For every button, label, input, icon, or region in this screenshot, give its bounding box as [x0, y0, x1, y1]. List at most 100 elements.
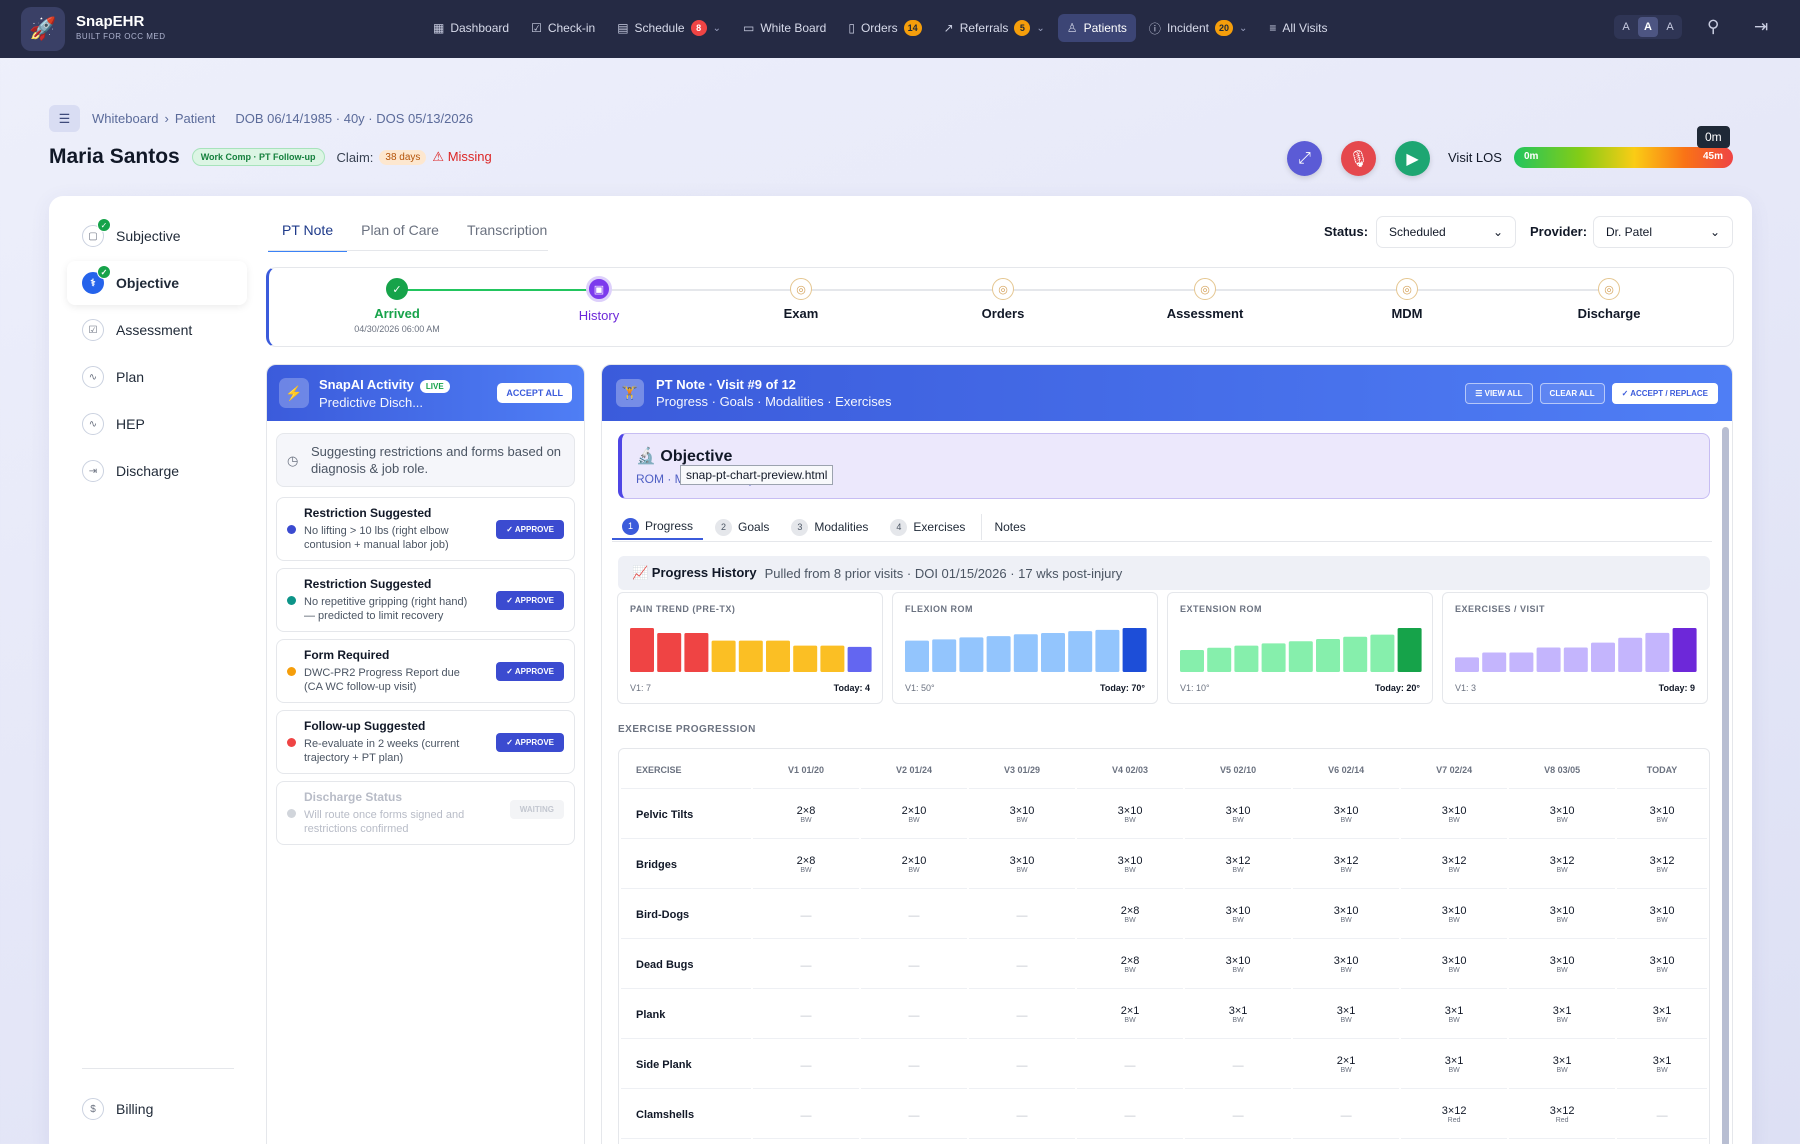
nav-dashboard[interactable]: ▦ Dashboard [424, 14, 518, 42]
sidebar-item-label: Assessment [116, 322, 193, 338]
video-call-button[interactable]: ▶ [1395, 141, 1430, 176]
status-label: Status: [1324, 224, 1369, 239]
document-icon: ▯ [848, 21, 855, 35]
table-cell: 3×12 Red [1401, 1091, 1508, 1139]
suggestion-card: Restriction Suggested No lifting > 10 lbs… [276, 497, 575, 561]
tab-transcription[interactable]: Transcription [466, 222, 548, 238]
step-mdm[interactable]: ◎ MDM [1327, 278, 1487, 321]
nav-white-board[interactable]: ▭ White Board [734, 14, 835, 42]
load: BW [1556, 817, 1568, 824]
exercise-name: Bridges [621, 841, 751, 889]
pt-note-panel: 🏋 PT Note · Visit #9 of 12 Progress · Go… [601, 364, 1733, 1144]
sidebar-item-discharge[interactable]: ⇥ Discharge [67, 449, 247, 493]
table-cell: — [1293, 1091, 1400, 1139]
sidebar-item-hep[interactable]: ∿ HEP [67, 402, 247, 446]
sidebar-toggle-icon[interactable]: ☰ [49, 105, 80, 132]
step-arrived[interactable]: ✓ Arrived 04/30/2026 06:00 AM [317, 278, 477, 334]
approve-button[interactable]: ✓ APPROVE [496, 662, 564, 681]
clock-icon: ◷ [287, 453, 299, 468]
nav-schedule[interactable]: ▤ Schedule 8 ⌄ [608, 14, 730, 42]
provider-select[interactable]: Dr. Patel ⌄ [1593, 216, 1733, 248]
subtab-exercises[interactable]: 4 Exercises [880, 514, 983, 540]
nav-all-visits[interactable]: ≡ All Visits [1260, 14, 1336, 42]
table-row: Bridges 2×8 BW 2×10 BW 3×10 BW 3×10 BW 3×12 BW 3×12… [621, 841, 1707, 889]
step-assessment[interactable]: ◎ Assessment [1125, 278, 1285, 321]
check-icon: ✓ [97, 218, 111, 232]
chevron-down-icon[interactable]: ⌄ [712, 22, 721, 34]
subtab-number: 4 [890, 518, 908, 536]
accept-all-button[interactable]: ACCEPT ALL [497, 383, 572, 403]
table-cell: 3×10 BW [1077, 841, 1184, 889]
subtab-label: Notes [994, 520, 1026, 534]
table-cell: 2×10 BW [861, 791, 968, 839]
logout-icon[interactable]: ⇥ [1754, 17, 1769, 36]
tab-pt-note[interactable]: PT Note [268, 214, 348, 252]
subtab-goals[interactable]: 2 Goals [705, 514, 779, 540]
approve-button[interactable]: ✓ APPROVE [496, 733, 564, 752]
scrollbar[interactable] [1722, 427, 1729, 1144]
nav-incident[interactable]: ⓘ Incident 20 ⌄ [1140, 14, 1256, 42]
claim-label: Claim: [336, 149, 374, 165]
font-size-large[interactable]: A [1666, 21, 1674, 33]
view-all-button[interactable]: ☰ VIEW ALL [1465, 382, 1533, 404]
nav-referrals[interactable]: ↗ Referrals 5 ⌄ [935, 14, 1054, 42]
expand-button[interactable]: ⤢ [1287, 141, 1322, 176]
table-cell: 3×10 BW [1293, 791, 1400, 839]
step-discharge[interactable]: ◎ Discharge [1529, 278, 1689, 321]
table-cell: 3×12 BW [1293, 841, 1400, 889]
nav-patients[interactable]: ♙ Patients [1057, 14, 1136, 42]
chart-title: FLEXION ROM [905, 604, 973, 614]
bar-2 [657, 633, 682, 672]
font-size-small[interactable]: A [1622, 21, 1630, 33]
chevron-down-icon[interactable]: ⌄ [1036, 22, 1045, 34]
sets-reps: 3×1 [1444, 1055, 1464, 1067]
sidebar-item-plan[interactable]: ∿ Plan [67, 355, 247, 399]
history-icon: ▣ [586, 276, 612, 302]
empty-dash: — [908, 1009, 920, 1022]
sidebar-item-objective[interactable]: ⚕ Objective ✓ [67, 261, 247, 305]
empty-dash: — [908, 959, 920, 972]
subtab-progress[interactable]: 1 Progress [612, 514, 704, 540]
table-cell: 3×1 BW [1293, 991, 1400, 1039]
claim-missing-warning[interactable]: ⚠ Missing [432, 149, 492, 164]
rocket-logo-icon[interactable]: 🚀 [21, 7, 65, 51]
suggestion-title: Restriction Suggested [304, 506, 432, 520]
table-row: Pelvic Tilts 2×8 BW 2×10 BW 3×10 BW 3×10 BW 3×10 B… [621, 791, 1707, 839]
approve-button[interactable]: ✓ APPROVE [496, 591, 564, 610]
network-icon[interactable]: ⚲ [1707, 17, 1720, 36]
approve-button[interactable]: ✓ APPROVE [496, 520, 564, 539]
clear-all-button[interactable]: CLEAR ALL [1539, 382, 1605, 404]
waiting-badge: WAITING [509, 800, 564, 819]
empty-dash: — [800, 1109, 812, 1122]
microphone-button[interactable]: 🎙 [1341, 141, 1376, 176]
tab-plan-of-care[interactable]: Plan of Care [361, 222, 439, 238]
empty-dash: — [908, 1109, 920, 1122]
step-orders[interactable]: ◎ Orders [923, 278, 1083, 321]
breadcrumb: ☰ Whiteboard › Patient DOB 06/14/1985 · … [49, 105, 473, 132]
nav-orders[interactable]: ▯ Orders 14 [839, 14, 930, 42]
load: BW [1448, 917, 1460, 924]
subtab-label: Exercises [913, 520, 966, 534]
font-size-medium[interactable]: A [1638, 17, 1658, 37]
step-history[interactable]: ▣ History [519, 276, 679, 323]
breadcrumb-whiteboard[interactable]: Whiteboard [92, 111, 159, 126]
sidebar-item-billing[interactable]: $ Billing [82, 1087, 234, 1131]
status-select[interactable]: Scheduled ⌄ [1376, 216, 1516, 248]
chevron-down-icon[interactable]: ⌄ [1238, 22, 1248, 34]
load: BW [1232, 967, 1244, 974]
load: BW [1232, 867, 1244, 874]
step-exam[interactable]: ◎ Exam [721, 278, 881, 321]
breadcrumb-patient[interactable]: Patient [174, 111, 216, 126]
nav-check-in[interactable]: ☑ Check-in [522, 14, 604, 42]
sidebar-item-reports[interactable]: ▤Reports [82, 1134, 234, 1144]
subtab-modalities[interactable]: 3 Modalities [781, 514, 878, 540]
sidebar-item-assessment[interactable]: ☑ Assessment [67, 308, 247, 352]
los-tooltip: 0m [1697, 126, 1730, 148]
sidebar-item-subjective[interactable]: ▢ Subjective ✓ [67, 214, 247, 258]
bar-9 [1122, 628, 1147, 672]
accept-replace-button[interactable]: ✓ ACCEPT / REPLACE [1611, 382, 1718, 404]
sets-reps: 3×10 [1549, 955, 1575, 967]
suggestion-card: Restriction Suggested No repetitive gripp… [276, 568, 575, 632]
bar-5 [1563, 647, 1588, 672]
subtab-notes[interactable]: Notes [984, 514, 1035, 540]
